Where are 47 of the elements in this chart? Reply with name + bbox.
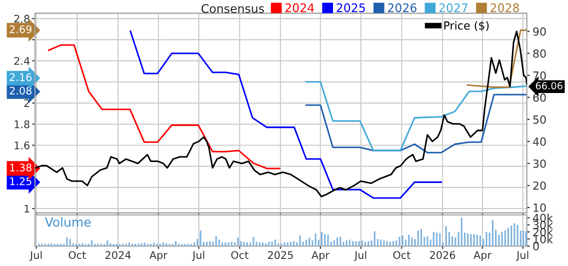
text: 1.38 xyxy=(10,164,32,172)
y-tick-label: 2.8 xyxy=(14,14,30,23)
x-tick-label: 2026 xyxy=(430,251,456,259)
y-tick-label: 2 xyxy=(24,99,30,107)
x-tick-label: Jul xyxy=(516,250,528,261)
y2-tick-label: 90 xyxy=(533,27,546,36)
y2-tick-label: 50 xyxy=(533,115,546,124)
y2-tick-label: 40 xyxy=(532,137,546,146)
y2-tick-label: 60 xyxy=(533,93,546,102)
y2-tick-label: 20 xyxy=(533,181,546,190)
y2-tick-label: 70 xyxy=(533,71,546,80)
text: 2.08 xyxy=(10,86,32,95)
x-tick-label: Oct xyxy=(231,251,248,259)
y-tick-label: 1.8 xyxy=(14,120,30,128)
line-series xyxy=(305,94,527,154)
text: 2.69 xyxy=(10,25,32,34)
text: 1.25 xyxy=(10,177,32,186)
y2-tick-label: 30 xyxy=(533,159,546,168)
legend-title: Consensus xyxy=(202,4,264,14)
line-series xyxy=(130,30,442,199)
legend-label: 2025 xyxy=(336,3,365,12)
line-series xyxy=(305,81,527,152)
y-tick-label: 1.6 xyxy=(14,141,30,150)
chart-title: Volume xyxy=(44,217,91,227)
legend-label: 2027 xyxy=(439,3,468,12)
line-series xyxy=(48,44,280,170)
x-tick-label: Apr xyxy=(312,251,330,261)
legend-label: 2026 xyxy=(388,3,416,12)
legend-label: Price ($) xyxy=(444,21,489,32)
legend-label: 2028 xyxy=(490,3,519,12)
x-tick-label: Jul xyxy=(30,250,42,261)
x-tick-label: Jul xyxy=(192,250,204,261)
y2-tick-label: 80 xyxy=(533,49,546,58)
y-tick-label: 1 xyxy=(24,204,30,213)
x-tick-label: Jul xyxy=(354,250,366,261)
y2-tick-label: 40k xyxy=(532,214,553,222)
y-tick-label: 2.4 xyxy=(14,57,30,65)
x-tick-label: Apr xyxy=(474,251,492,261)
x-tick-label: 2024 xyxy=(106,251,131,259)
x-tick-label: 2025 xyxy=(268,251,293,259)
y2-tick-label: 10 xyxy=(534,203,546,212)
x-tick-label: Oct xyxy=(68,251,86,259)
legend-label: 2024 xyxy=(285,3,314,12)
text: 2.16 xyxy=(10,73,32,82)
x-tick-label: Oct xyxy=(393,251,410,259)
x-tick-label: Apr xyxy=(149,251,168,261)
data-label: 66.06 xyxy=(536,82,562,90)
